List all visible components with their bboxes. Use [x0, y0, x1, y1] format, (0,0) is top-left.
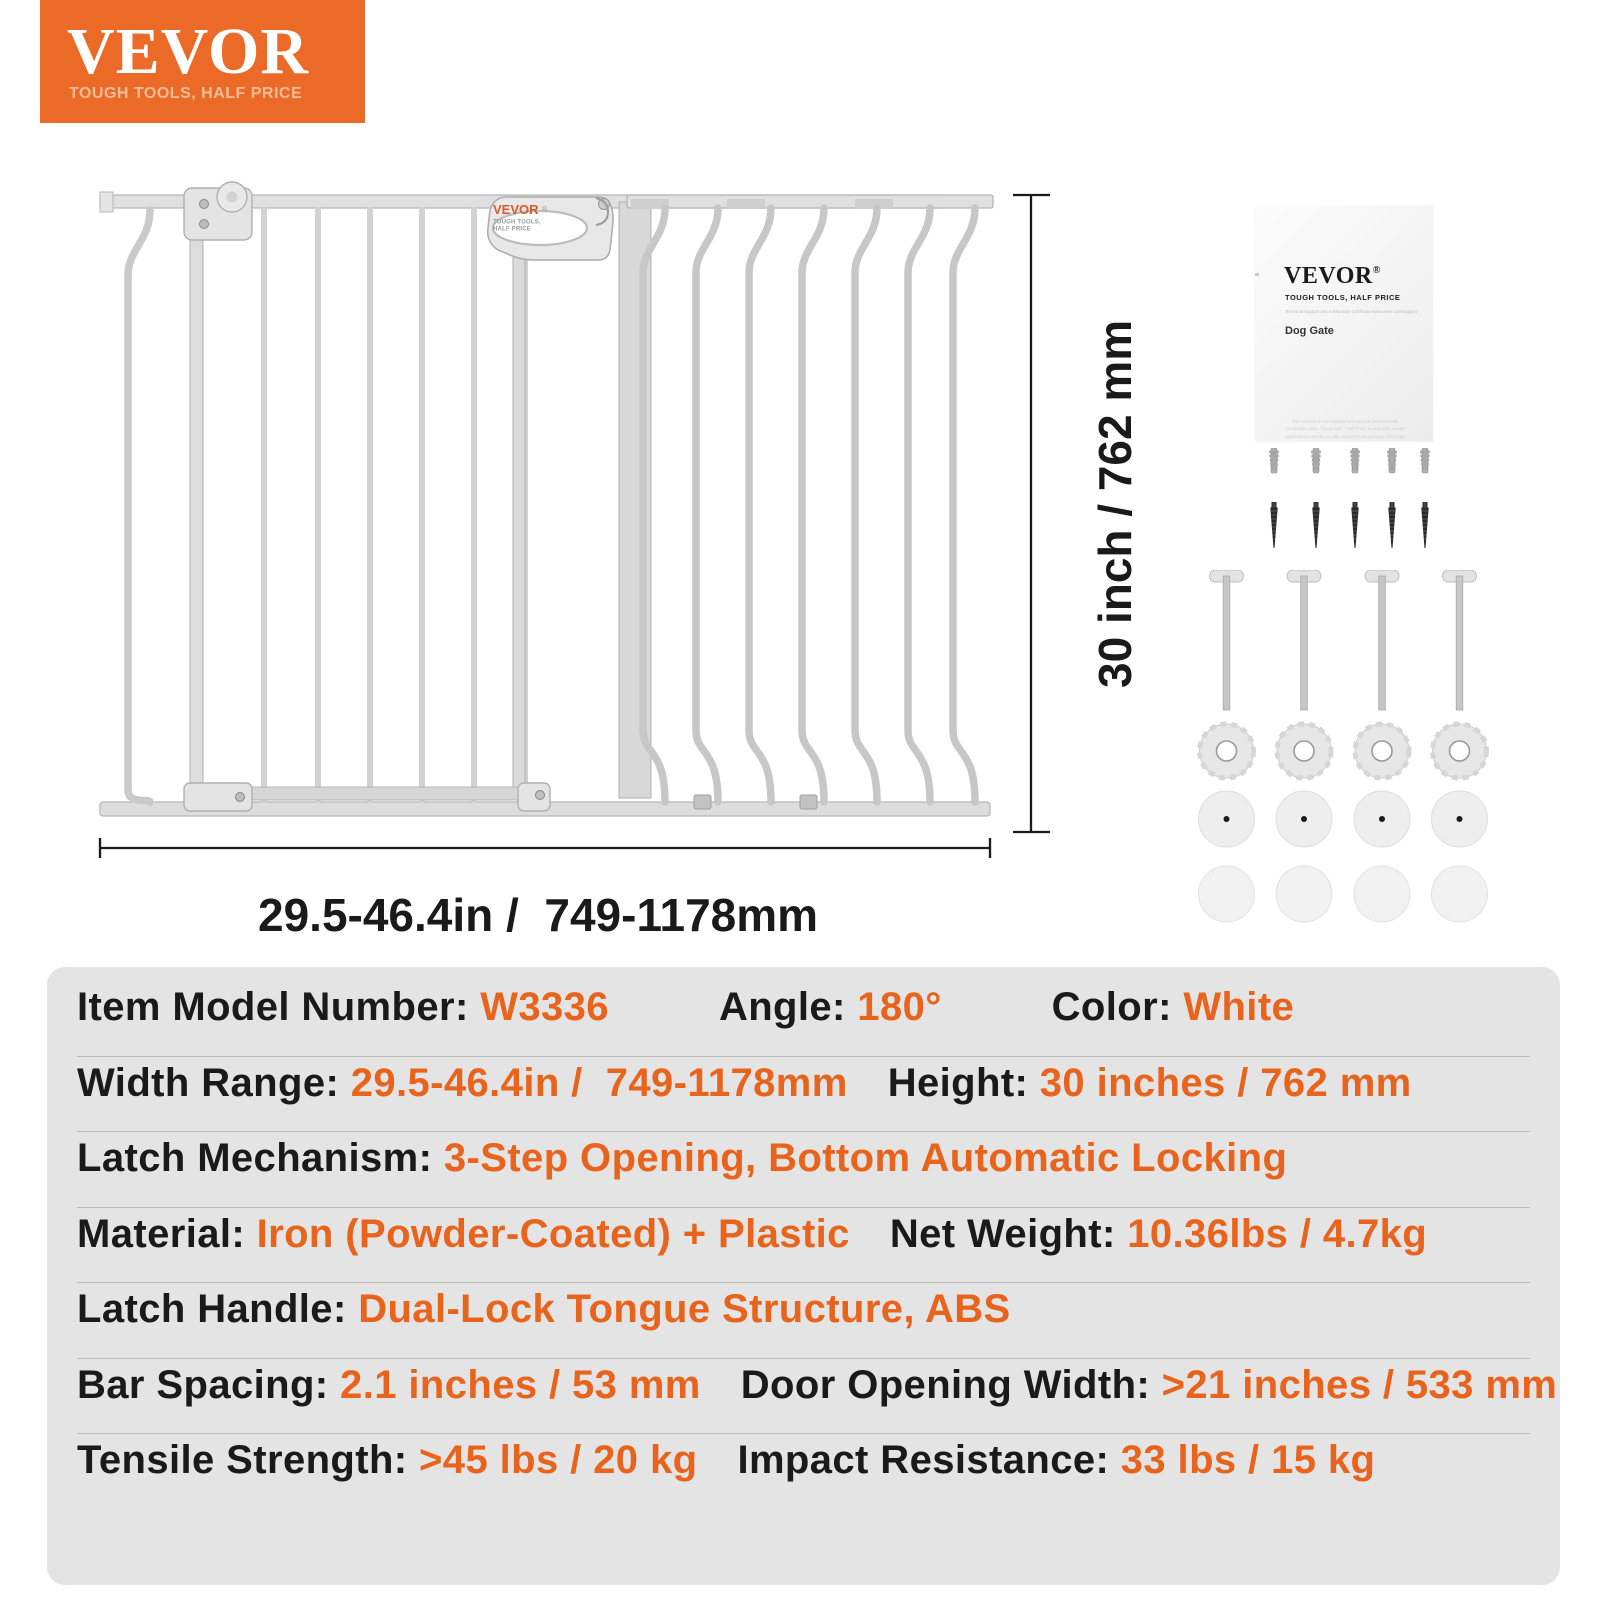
svg-text:TOUGH TOOLS,: TOUGH TOOLS, — [493, 220, 541, 226]
svg-text:HALF PRICE: HALF PRICE — [493, 227, 531, 233]
svg-text:®: ® — [542, 205, 548, 213]
svg-text:VEVOR: VEVOR — [493, 202, 539, 217]
